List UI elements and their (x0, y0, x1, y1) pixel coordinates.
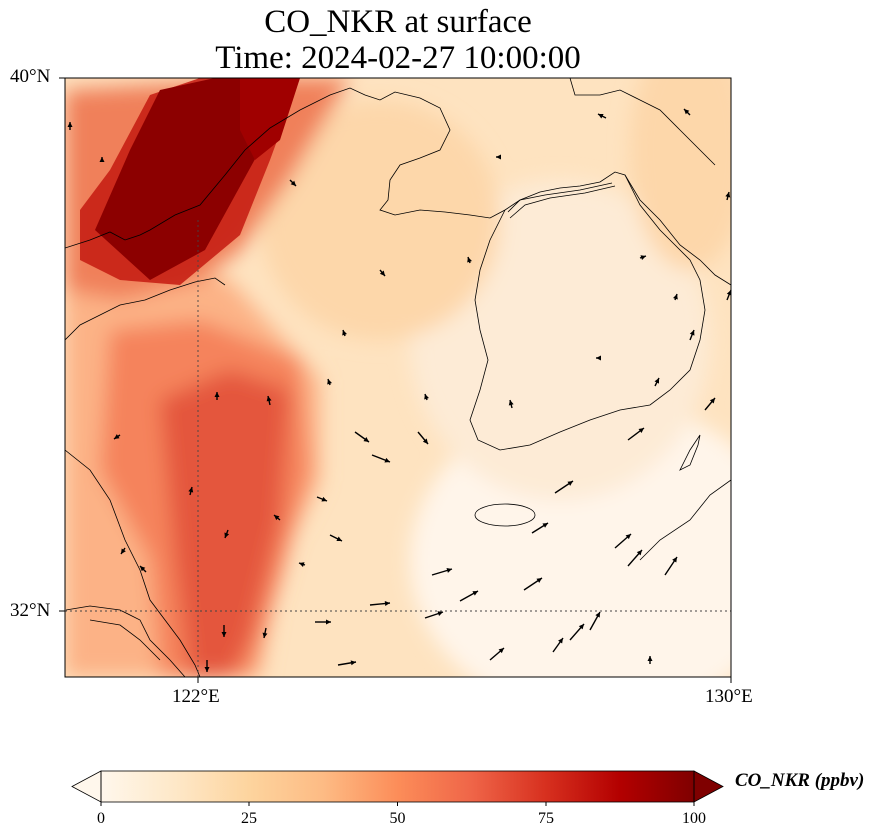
wind-vector-head (299, 562, 305, 567)
gridlines (65, 220, 731, 677)
wind-vector-head (221, 632, 227, 637)
wind-vector-head (342, 330, 347, 336)
wind-vector-head (595, 612, 600, 618)
lat-tick-label: 40°N (10, 66, 51, 87)
wind-vector-head (327, 379, 332, 385)
wind-vector-head (640, 255, 646, 260)
wind-vector-head (598, 114, 604, 119)
wind-vector-head (638, 428, 644, 433)
wind-vector-head (379, 270, 385, 276)
wind-vector-head (467, 257, 472, 263)
coastlines (65, 78, 731, 677)
wind-vector-head (446, 568, 452, 573)
lon-tick-label: 130°E (705, 686, 753, 707)
concentration-field (65, 78, 731, 677)
wind-vector-head (266, 396, 272, 402)
wind-vector-head (67, 122, 73, 127)
colorbar-tick-label: 0 (97, 810, 105, 827)
wind-vector-head (684, 109, 690, 115)
wind-vector-head (636, 550, 642, 556)
wind-vector-head (672, 557, 677, 563)
wind-vector-head (472, 591, 478, 596)
wind-vector-head (508, 400, 514, 406)
wind-vector-head (726, 290, 732, 296)
wind-vector-head (437, 611, 443, 616)
wind-vector-head (654, 378, 659, 384)
wind-vector-head (558, 638, 563, 644)
wind-vector-head (274, 515, 280, 521)
wind-vectors (67, 108, 732, 672)
wind-vector-head (384, 457, 390, 463)
wind-vector-head (384, 601, 390, 606)
colorbar-extend-min (71, 770, 102, 803)
wind-vector-head (725, 192, 731, 198)
wind-vector-head (336, 536, 342, 541)
wind-vector-head (498, 648, 504, 654)
colorbar-gradient (101, 771, 694, 802)
wind-vector-head (321, 496, 327, 502)
map-frame (64, 77, 732, 678)
wind-vector-head (542, 523, 548, 528)
title-line-1: CO_NKR at surface (264, 4, 532, 40)
wind-vector-head (596, 355, 601, 361)
colorbar-tick-label: 50 (389, 810, 406, 827)
wind-vector-head (496, 154, 501, 160)
colorbar-tick-label: 25 (241, 810, 257, 827)
wind-vector-head (114, 434, 120, 439)
wind-vector-head (673, 294, 678, 300)
wind-vector-head (536, 578, 542, 583)
wind-vector-head (99, 157, 105, 162)
colorbar-tick-label: 100 (682, 810, 706, 827)
wind-vector-head (689, 330, 695, 336)
wind-vector-head (326, 619, 331, 625)
wind-vector-head (567, 481, 573, 486)
wind-vector-head (224, 532, 230, 538)
lat-tick-label: 32°N (10, 600, 51, 621)
colorbar-tick-label: 75 (538, 810, 554, 827)
wind-vector-head (422, 438, 428, 444)
wind-vector-head (121, 548, 126, 554)
colorbar-label: CO_NKR (ppbv) (735, 770, 865, 791)
wind-vector-head (214, 392, 220, 397)
colorbar (71, 770, 724, 806)
lon-tick-label: 122°E (172, 686, 220, 707)
wind-vector-head (578, 624, 584, 630)
wind-vector-head (647, 656, 653, 661)
wind-vector-head (363, 437, 369, 442)
wind-vector-head (290, 180, 296, 186)
map-title: CO_NKR at surface Time: 2024-02-27 10:00… (0, 4, 796, 76)
wind-vector-head (350, 660, 356, 666)
wind-vector-head (204, 667, 210, 672)
wind-vector-head (709, 398, 715, 404)
colorbar-extend-max (693, 770, 724, 803)
wind-vector-head (188, 487, 194, 493)
wind-vector-head (140, 566, 146, 572)
wind-vector-head (262, 632, 268, 638)
title-line-2: Time: 2024-02-27 10:00:00 (215, 40, 581, 76)
wind-vector-head (625, 534, 631, 540)
wind-vector-head (424, 394, 429, 400)
